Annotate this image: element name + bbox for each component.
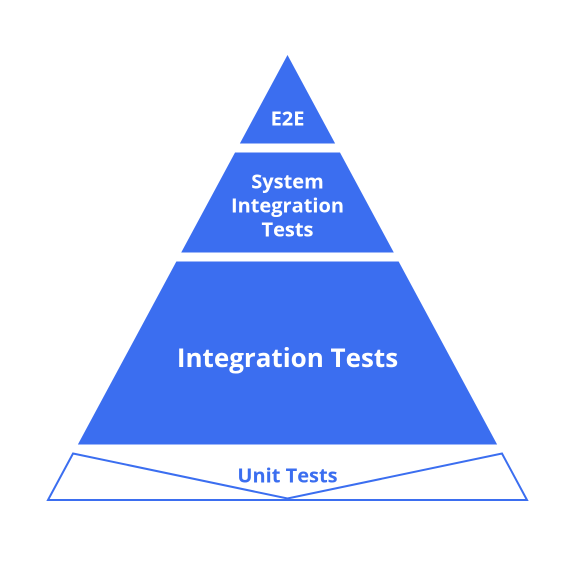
label-system-integration-line3: Tests <box>262 215 314 242</box>
label-unit: Unit Tests <box>237 461 337 488</box>
label-integration: Integration Tests <box>177 339 398 375</box>
pyramid-svg: E2E SystemIntegrationTests Integration Tes… <box>0 0 575 561</box>
label-system-integration-line1: System <box>251 167 323 194</box>
label-e2e: E2E <box>271 104 305 131</box>
test-pyramid-diagram: E2E SystemIntegrationTests Integration Tes… <box>0 0 575 561</box>
label-system-integration-line2: Integration <box>231 191 344 218</box>
